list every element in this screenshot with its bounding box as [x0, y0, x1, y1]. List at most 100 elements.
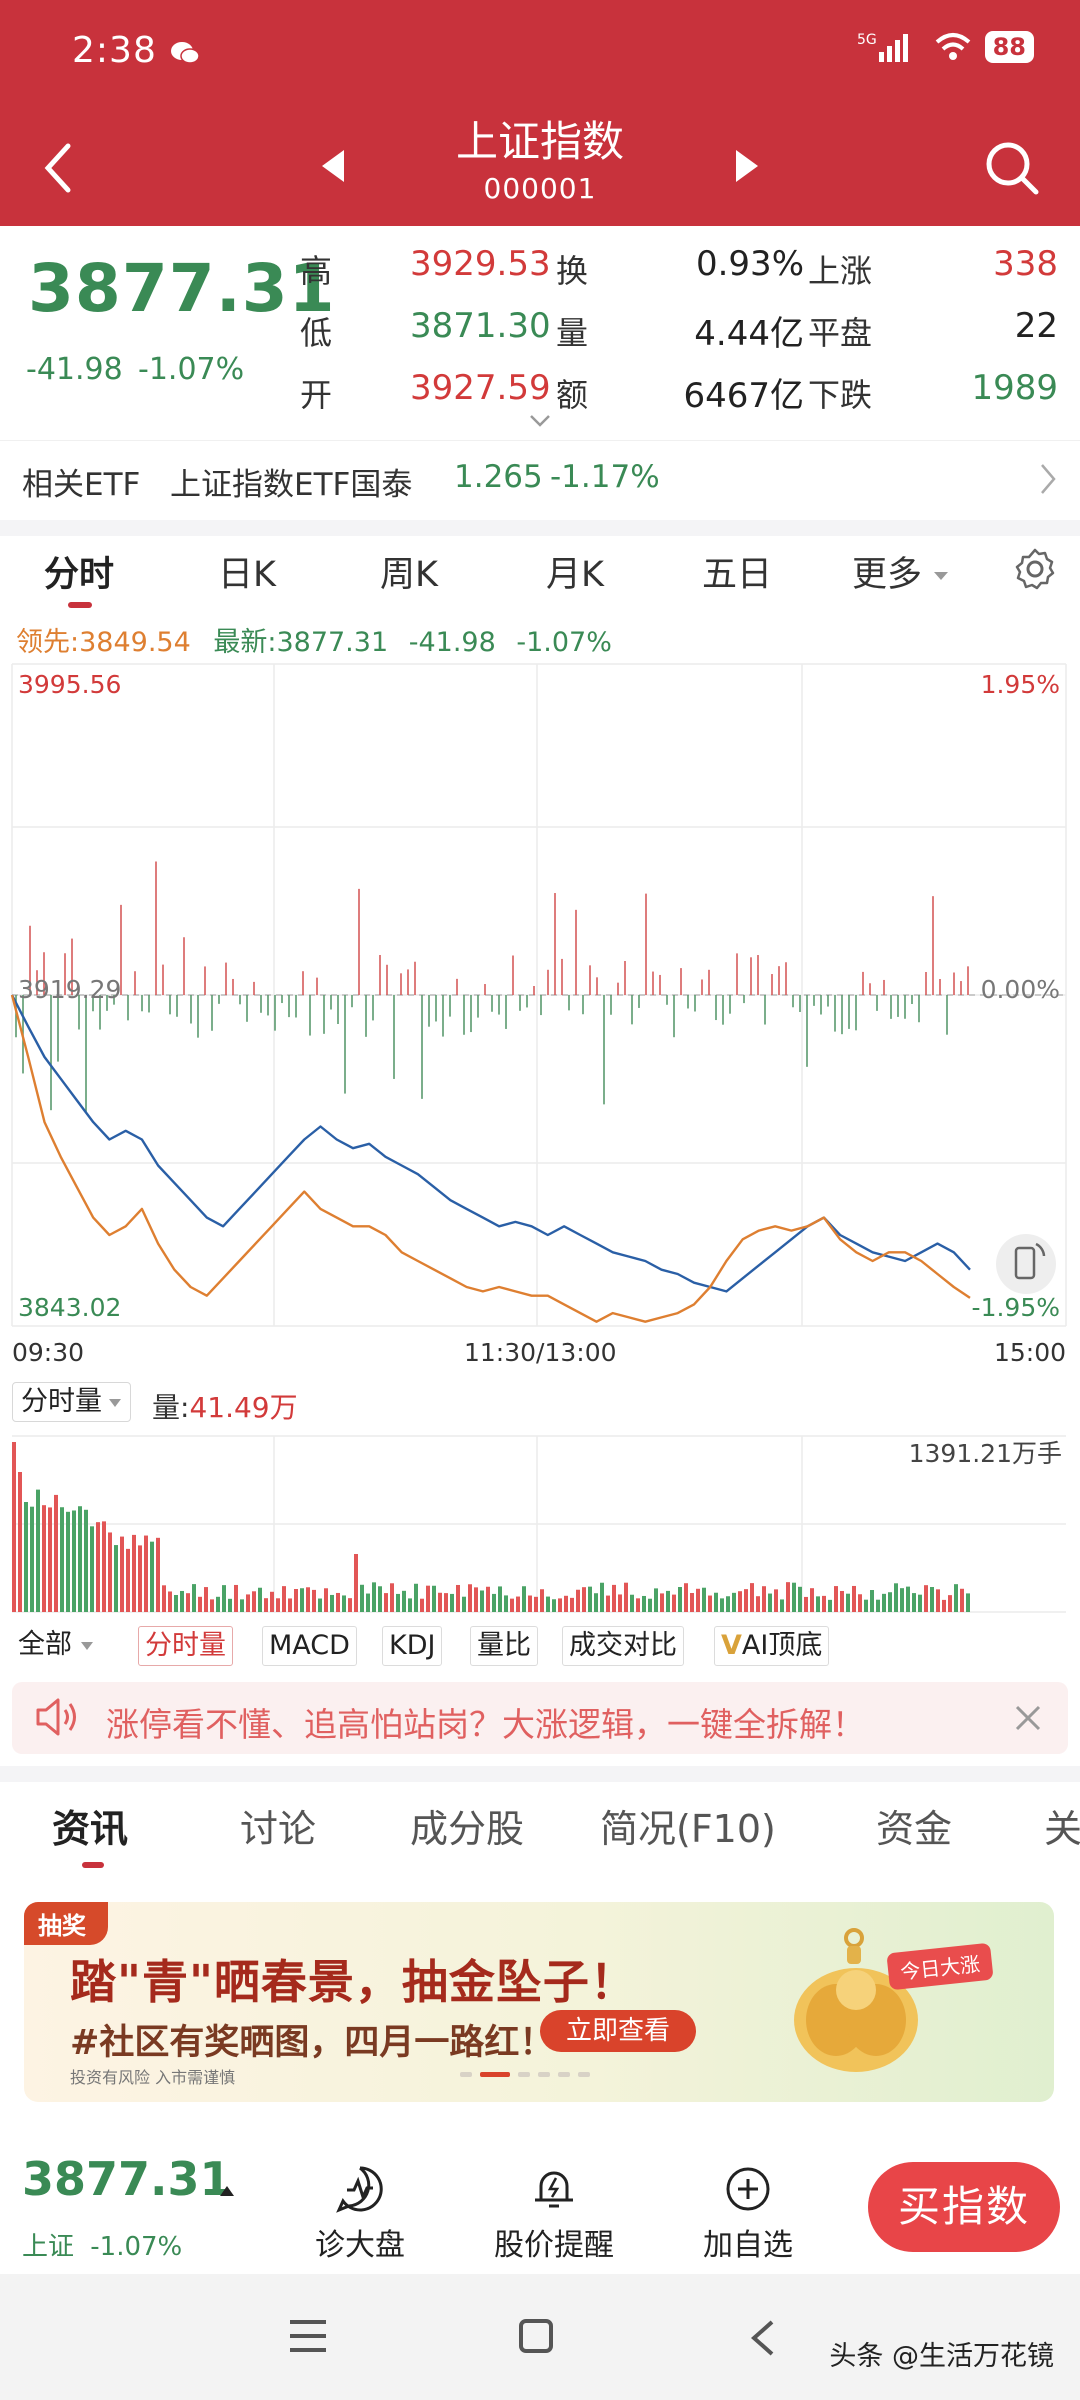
tab-intraday[interactable]: 分时 [44, 555, 115, 595]
lead-label: 领先: [16, 627, 80, 658]
tab-daily-k[interactable]: 日K [218, 555, 276, 595]
tab-capital[interactable]: 资金 [876, 1807, 953, 1851]
volume-bar-up [444, 1593, 448, 1612]
volume-bar-up [234, 1584, 238, 1612]
indicator-volume-ratio[interactable]: 量比 [470, 1626, 538, 1666]
volume-bar-up [690, 1592, 694, 1612]
tab-news[interactable]: 资讯 [52, 1807, 129, 1851]
indicator-ai-top-bottom[interactable]: VAI顶底 [714, 1626, 830, 1666]
intraday-price-chart[interactable]: 3995.56 3919.29 3843.02 1.95% 0.00% -1.9… [0, 660, 1080, 1332]
add-watchlist-button[interactable]: 加自选 [700, 2164, 796, 2264]
close-icon[interactable] [1014, 1704, 1042, 1732]
bottom-price: 3877.31 [22, 2152, 232, 2206]
volume-bar-down [318, 1598, 322, 1612]
volume-bar-down [462, 1596, 466, 1612]
lottery-ad-banner[interactable]: 抽奖 踏"青"晒春景，抽金坠子！ #社区有奖晒图，四月一路红！ 立即查看 投资有… [24, 1902, 1054, 2102]
status-time: 2:38 [72, 30, 157, 71]
volume-bar-down [192, 1584, 196, 1612]
volume-bar-down [594, 1593, 598, 1612]
high-value: 3929.53 [410, 244, 551, 284]
volume-bar-down [258, 1587, 262, 1612]
series-line-latest [10, 994, 971, 1293]
search-icon[interactable] [980, 136, 1044, 200]
previous-stock-button[interactable] [318, 148, 348, 184]
volume-bar-up [354, 1554, 358, 1612]
open-label: 开 [300, 376, 333, 414]
volume-bar-up [852, 1585, 856, 1612]
home-square-icon[interactable] [518, 2318, 554, 2354]
volume-bar-down [630, 1594, 634, 1612]
tab-five-day[interactable]: 五日 [702, 555, 773, 595]
indicator-all-label: 全部 [18, 1629, 72, 1660]
volume-bar-up [834, 1586, 838, 1612]
indicator-minute-volume[interactable]: 分时量 [138, 1626, 233, 1666]
gear-icon[interactable] [1012, 546, 1058, 592]
volume-bar-down [240, 1599, 244, 1612]
volume-bar-down [966, 1593, 970, 1612]
volume-bar-down [378, 1586, 382, 1612]
pct-axis-bottom-label: -1.95% [972, 1293, 1060, 1322]
volume-bar-up [858, 1594, 862, 1612]
speaker-icon [36, 1698, 76, 1736]
ad-title: 踏"青"晒春景，抽金坠子！ [70, 1955, 637, 2009]
back-arrow-icon[interactable] [748, 2318, 778, 2358]
volume-bar-up [420, 1598, 424, 1612]
breadth-bars [15, 861, 969, 1114]
rotate-screen-icon[interactable] [996, 1234, 1056, 1294]
diagnose-market-button[interactable]: 诊大盘 [312, 2164, 408, 2264]
volume-bar-down [702, 1587, 706, 1612]
tab-more[interactable]: 更多 [852, 546, 950, 597]
volume-bar-up [324, 1588, 328, 1612]
ad-view-button[interactable]: 立即查看 [540, 2010, 697, 2052]
ad-subtitle: #社区有奖晒图，四月一路红！ [70, 2023, 555, 2063]
volume-selector[interactable]: 分时量 [12, 1382, 131, 1422]
volume-bar-down [798, 1586, 802, 1612]
time-end: 15:00 [993, 1338, 1066, 1367]
buy-index-button[interactable]: 买指数 [868, 2162, 1060, 2252]
volume-bar-down [600, 1582, 604, 1612]
volume-bar-down [402, 1590, 406, 1612]
indicator-volume-compare[interactable]: 成交对比 [562, 1626, 684, 1666]
time-start: 09:30 [12, 1338, 85, 1367]
indicator-kdj[interactable]: KDJ [382, 1626, 443, 1666]
dropdown-triangle-icon [934, 572, 949, 580]
tab-profile-f10[interactable]: 简况(F10) [600, 1807, 776, 1851]
tab-monthly-k[interactable]: 月K [546, 555, 604, 595]
related-etf-row[interactable]: 相关ETF 上证指数ETF国泰 1.265 -1.17% [0, 440, 1080, 520]
price-alert-label: 股价提醒 [494, 2228, 614, 2263]
volume-bar-up [288, 1598, 292, 1612]
tab-constituents[interactable]: 成分股 [410, 1807, 525, 1851]
expand-chevron-icon[interactable] [528, 412, 552, 430]
volume-bar-up [570, 1597, 574, 1612]
next-stock-button[interactable] [732, 148, 762, 184]
declining-label: 下跌 [808, 376, 873, 414]
volume-bar-down [714, 1592, 718, 1612]
volume-bar-down [480, 1590, 484, 1612]
volume-bar-down [330, 1594, 334, 1612]
indicator-macd[interactable]: MACD [262, 1626, 357, 1666]
tab-more-cut[interactable]: 关 [1044, 1807, 1080, 1851]
volume-bar-up [276, 1598, 280, 1612]
price-change-percent: -1.07% [138, 352, 245, 387]
volume-bar-up [618, 1594, 622, 1612]
price-alert-button[interactable]: 股价提醒 [494, 2164, 614, 2264]
promo-banner[interactable]: 涨停看不懂、追高怕站岗？大涨逻辑，一键全拆解！ [12, 1682, 1068, 1754]
tab-discussion[interactable]: 讨论 [240, 1807, 317, 1851]
watermark: 头条 @生活万花镜 [829, 2341, 1054, 2372]
indicator-all[interactable]: 全部 [12, 1626, 100, 1666]
chart-grid [11, 663, 1067, 1327]
volume-bar-down [174, 1594, 178, 1612]
volume-bar-up [786, 1582, 790, 1612]
volume-bar-up [120, 1536, 124, 1612]
menu-icon[interactable] [288, 2318, 328, 2354]
volume-chart[interactable]: 1391.21万手 [0, 1432, 1080, 1616]
volume-bar-up [138, 1545, 142, 1612]
signal-icon: 5G [857, 32, 908, 62]
volume-bar-up [186, 1593, 190, 1612]
indicator-ai-label: AI顶底 [741, 1630, 823, 1661]
back-button[interactable] [38, 140, 78, 196]
volume-bar-up [744, 1589, 748, 1612]
tab-weekly-k[interactable]: 周K [380, 555, 438, 595]
volume-bar-up [210, 1599, 214, 1612]
latest-value: 3877.31 [276, 627, 389, 658]
